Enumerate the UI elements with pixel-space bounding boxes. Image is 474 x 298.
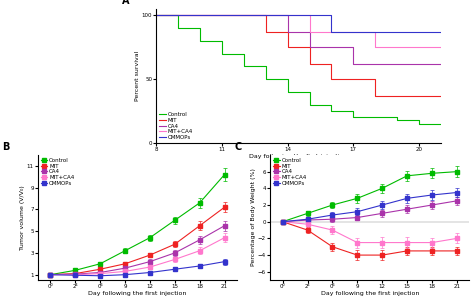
X-axis label: Day following the first injection: Day following the first injection	[88, 291, 187, 296]
Y-axis label: Tumor volume (V/V₀): Tumor volume (V/V₀)	[20, 185, 26, 250]
Legend: Control, MIT, CA4, MIT+CA4, CMMOPs: Control, MIT, CA4, MIT+CA4, CMMOPs	[159, 112, 193, 140]
Text: A: A	[122, 0, 130, 6]
Text: C: C	[234, 142, 242, 153]
X-axis label: Day following the first injection: Day following the first injection	[249, 153, 348, 159]
Y-axis label: Percentage of Body Weight (%): Percentage of Body Weight (%)	[252, 169, 256, 266]
Text: B: B	[2, 142, 9, 153]
Y-axis label: Percent survival: Percent survival	[136, 51, 140, 101]
Legend: Control, MIT, CA4, MIT+CA4, CMMOPs: Control, MIT, CA4, MIT+CA4, CMMOPs	[273, 158, 307, 186]
Legend: Control, MIT, CA4, MIT+CA4, CMMOPs: Control, MIT, CA4, MIT+CA4, CMMOPs	[41, 158, 74, 186]
X-axis label: Day following the first injection: Day following the first injection	[320, 291, 419, 296]
